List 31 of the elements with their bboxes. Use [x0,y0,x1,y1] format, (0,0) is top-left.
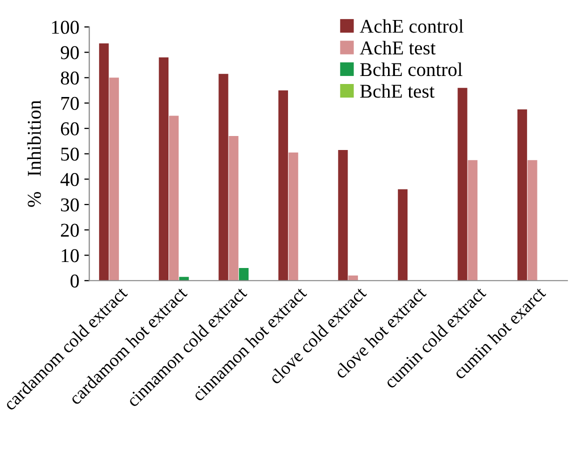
bar [169,116,179,281]
bar [99,43,109,281]
y-tick-label: 10 [62,249,79,262]
y-tick-label: 40 [60,172,79,186]
bar [338,150,348,281]
y-tick-label: 50 [61,148,79,161]
bar [278,90,288,281]
y-tick-label: 20 [60,224,79,237]
bar [158,57,169,281]
y-tick-label: 30 [61,198,79,212]
y-tick-label: 80 [60,71,79,85]
y-tick-label: 60 [60,122,79,136]
y-tick-label: 0 [70,274,79,288]
y-axis-title: % Inhibition [27,100,41,207]
y-tick-label: 100 [52,20,79,34]
bar [288,152,298,281]
y-tick-label: 90 [60,46,79,60]
bar [238,268,249,281]
legend-label: AchE control [360,19,464,33]
bar [228,136,238,281]
bar [398,189,408,281]
bar [218,74,228,281]
bar [528,160,538,281]
bar [517,109,528,281]
legend-label: BchE control [360,62,462,76]
legend-label: BchE test [360,84,435,98]
bar [468,160,478,281]
y-tick-label: 70 [61,96,79,110]
bar [109,78,119,281]
legend-label: AchE test [360,40,436,55]
bar [458,88,468,281]
